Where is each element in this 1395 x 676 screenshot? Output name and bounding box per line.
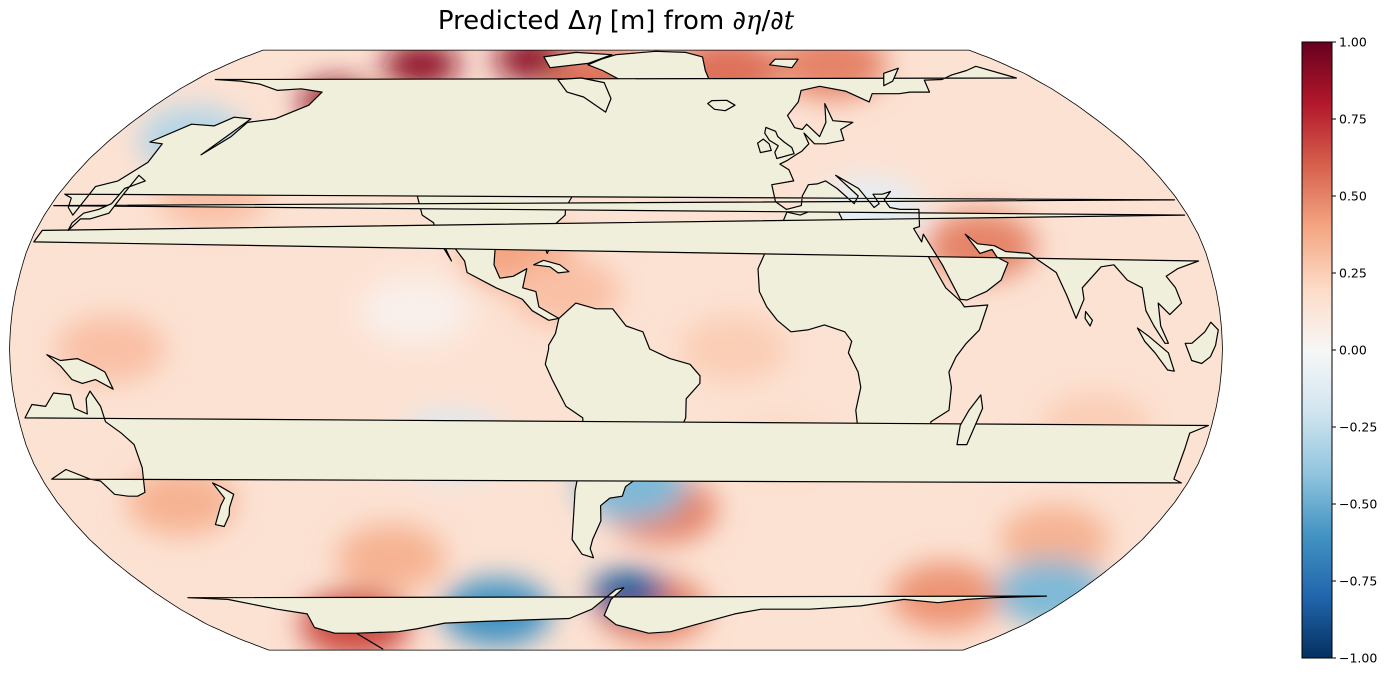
colorbar-tick-label: −1.00: [1339, 651, 1377, 666]
anomaly-antarctic-coast-east-2: [996, 558, 1107, 627]
land-madagascar: [956, 394, 984, 446]
anomaly-arctic-beaufort-sea: [383, 50, 460, 87]
land-eurasia: [33, 65, 1200, 344]
colorbar: 1.00 0.75 0.50 0.25 0.00 −0.25 −0.50 −0.75 −1.00: [1301, 35, 1377, 666]
land-australia: [24, 390, 1209, 497]
land-new-guinea: [46, 354, 114, 390]
land-cuba: [533, 259, 570, 274]
colorbar-tick-label: −0.25: [1339, 420, 1377, 435]
land-ellesmere-island: [543, 51, 613, 69]
land-masses: [24, 50, 1219, 650]
anomaly-arctic-canadian-basin: [494, 50, 571, 82]
land-new-zealand: [212, 482, 235, 528]
world-map: [9, 49, 1223, 651]
map-title: Predicted Δη [m] from ∂η/∂t: [437, 6, 795, 36]
colorbar-tick-label: −0.75: [1339, 574, 1377, 589]
anomaly-equatorial-atlantic: [678, 315, 789, 383]
land-iceland: [707, 99, 736, 112]
colorbar-tick-label: 0.75: [1339, 112, 1367, 127]
colorbar-gradient: [1301, 41, 1333, 659]
anomaly-southern-ocean-pacific: [335, 523, 446, 592]
colorbar-tick-label: −0.50: [1339, 497, 1377, 512]
land-sri-lanka: [1084, 310, 1093, 327]
land-novaya-zemlya: [883, 67, 899, 87]
land-ireland: [757, 138, 772, 154]
land-japan: [67, 174, 146, 231]
colorbar-tick-label: 0.25: [1339, 266, 1367, 281]
anomaly-tasman-sea: [126, 468, 237, 536]
land-uk: [764, 126, 795, 160]
colorbar-tick-label: 1.00: [1339, 35, 1367, 50]
colorbar-tick-label: 0.50: [1339, 189, 1367, 204]
land-baffin-island: [557, 77, 612, 113]
colorbar-tick-label: 0.00: [1339, 343, 1367, 358]
land-sumatra: [1136, 327, 1175, 372]
map-boundary: [9, 49, 1223, 651]
anomaly-east-pacific: [359, 276, 470, 345]
anomaly-southern-ocean-indian: [999, 505, 1110, 574]
land-svalbard: [769, 58, 799, 69]
land-antarctica: [187, 587, 1048, 650]
land-borneo: [1184, 321, 1219, 365]
